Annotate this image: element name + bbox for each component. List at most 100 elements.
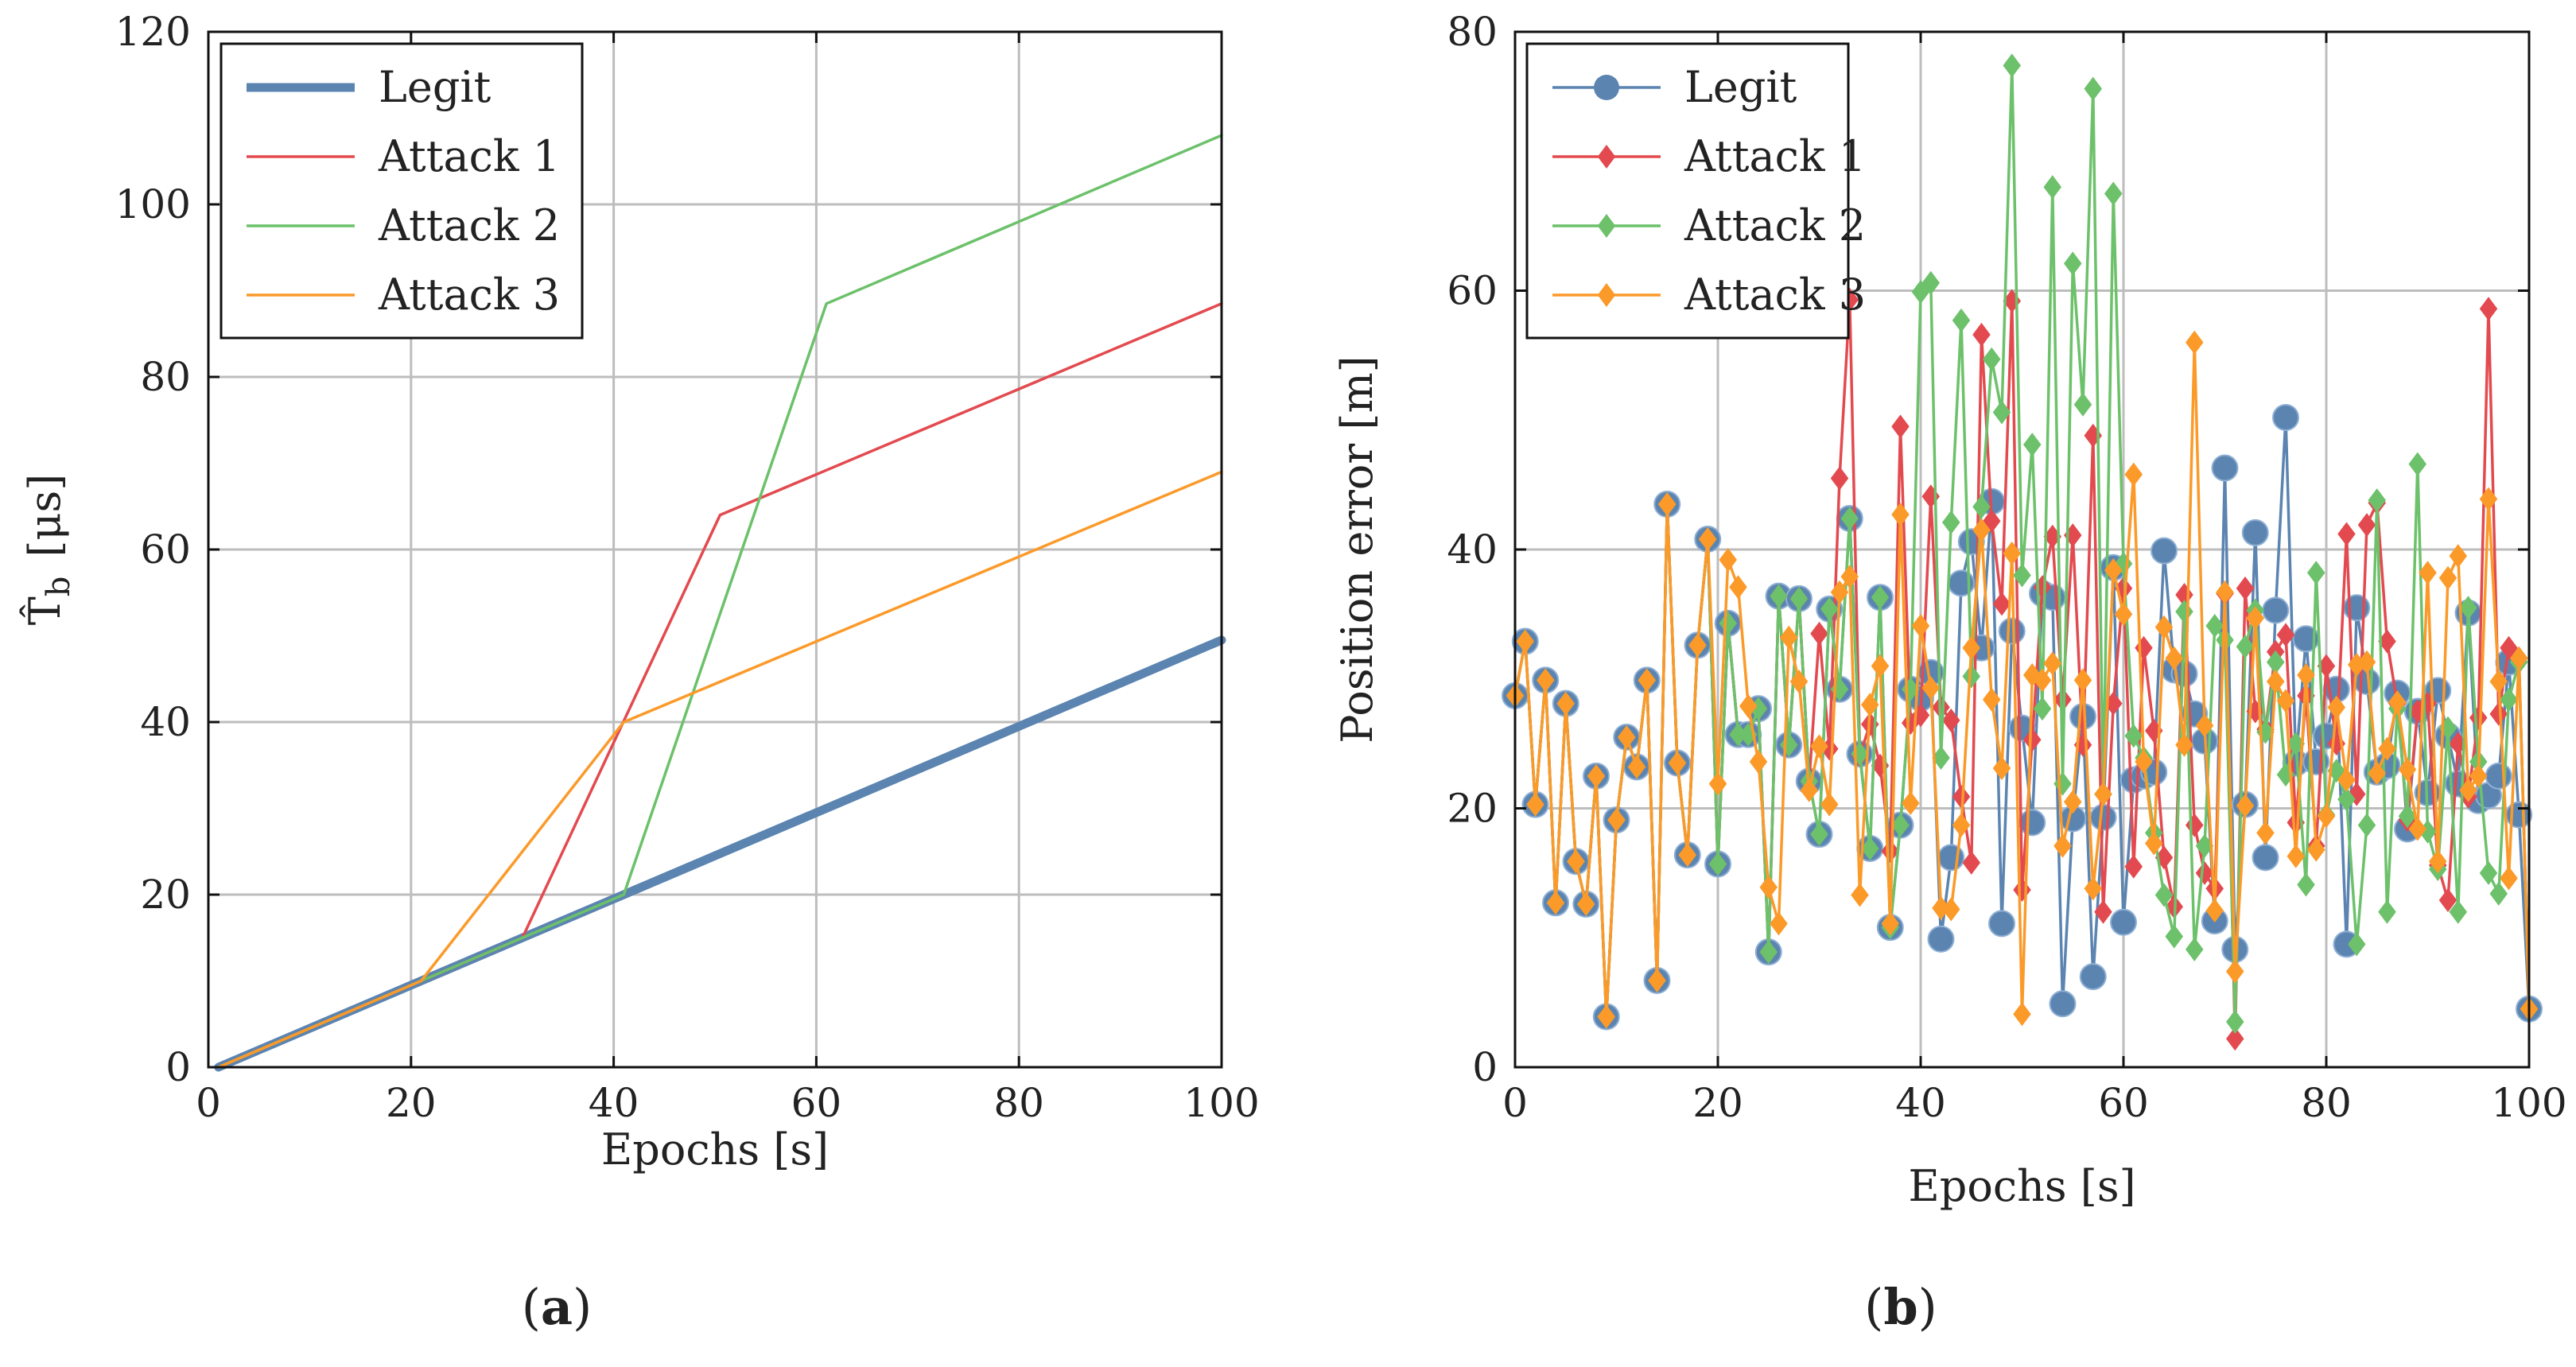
- panel-b-legit-point: [2252, 844, 2279, 872]
- panel-b-series-attack-1-line: [1513, 298, 2531, 1040]
- panel-b-attack-3-point: [1871, 654, 1890, 678]
- panel-b-x-tick-label: 0: [1502, 1080, 1528, 1126]
- panel-b-attack-3-point: [2469, 763, 2488, 788]
- panel-b-attack-3-point: [2408, 817, 2426, 841]
- panel-b-x-tick-label: 100: [2491, 1080, 2566, 1126]
- panel-b-attack-3-point: [1932, 895, 1950, 920]
- panel-b-attack-1-point: [1972, 322, 1991, 347]
- panel-b-attack-3-point: [1739, 693, 1758, 718]
- panel-b-attack-3-point: [1972, 518, 1991, 542]
- panel-b-y-tick-label: 60: [1447, 268, 1498, 314]
- panel-b-attack-3-point: [1983, 687, 2001, 712]
- panel-b-attack-2-point: [1861, 836, 1879, 860]
- panel-b-attack-3-point: [1800, 778, 1818, 802]
- panel-b-attack-3-point: [2084, 876, 2102, 901]
- panel-b-attack-2-point: [2357, 813, 2376, 837]
- panel-b-attack-2-point: [1810, 822, 1828, 847]
- panel-b-attack-2-point: [2348, 932, 2366, 957]
- panel-b-legit-point: [2485, 762, 2512, 790]
- panel-a-ticks: 0 20 40 60 80 100 0 20 40 60 80 100 120: [115, 9, 1260, 1126]
- panel-b-attack-3-point: [1708, 771, 1727, 796]
- panel-b-attack-2-point: [2175, 600, 2193, 624]
- panel-b-attack-3-point: [2368, 761, 2386, 786]
- panel-b-legend-attack-3-marker: [1597, 283, 1616, 307]
- panel-b-attack-3-point: [1526, 792, 1544, 817]
- panel-b-attack-2-point: [2368, 488, 2386, 513]
- panel-b-legend-attack-1-label: Attack 1: [1684, 131, 1866, 181]
- panel-b-attack-1-point: [2094, 899, 2112, 924]
- panel-b-attack-1-point: [2337, 522, 2356, 546]
- panel-b-attack-3-point: [2297, 662, 2315, 687]
- panel-a-series-attack-1-line: [216, 302, 1223, 1069]
- panel-b-x-tick-label: 80: [2301, 1080, 2352, 1126]
- panel-b-attack-3-point: [1962, 635, 1980, 660]
- panel-b-attack-2-point: [2073, 392, 2092, 417]
- panel-b-attack-1-point: [2276, 623, 2295, 647]
- panel-b-attack-3-point: [1921, 676, 1940, 701]
- panel-b-ticks: 0 20 40 60 80 100 0 20 40 60 80: [1447, 9, 2566, 1126]
- panel-b-legit-point: [1998, 617, 2026, 645]
- panel-b-attack-3-point: [2500, 866, 2518, 891]
- panel-b-attack-2-point: [1729, 722, 1747, 747]
- panel-a-legend-legit-label: Legit: [379, 62, 491, 112]
- panel-b-x-tick-label: 60: [2098, 1080, 2149, 1126]
- panel-b-attack-1-point: [1830, 466, 1849, 491]
- panel-a-x-tick-label: 100: [1183, 1080, 1259, 1126]
- panel-b-attack-2-point: [2449, 899, 2467, 924]
- panel-b-attack-3-point: [2357, 650, 2376, 674]
- panel-a-series: [214, 134, 1226, 1072]
- panel-b-attack-3-point: [2216, 580, 2234, 604]
- panel-b-series: [1502, 53, 2543, 1051]
- panel-b-attack-3-point: [1881, 911, 1899, 936]
- panel-b-attack-3-point: [1577, 891, 1595, 916]
- panel-b-attack-1-point: [2053, 687, 2072, 712]
- panel-b-attack-3-point: [2135, 749, 2153, 774]
- panel-b-legit-point: [2211, 454, 2239, 482]
- panel-b-x-tick-label: 20: [1692, 1080, 1743, 1126]
- panel-a-legend-attack-2-label: Attack 2: [378, 200, 560, 250]
- panel-b-attack-3-point: [1830, 580, 1849, 604]
- panel-b-attack-3-point: [2479, 487, 2498, 511]
- panel-b-attack-2-point: [1840, 506, 1859, 530]
- panel-b-attack-3-point: [2378, 736, 2396, 761]
- panel-b-attack-3-point: [1546, 891, 1565, 915]
- panel-b-chart: 0 20 40 60 80 100 0 20 40 60 80 Epochs [s] Positio…: [1332, 9, 2567, 1336]
- panel-a-grid: [208, 32, 1222, 1067]
- panel-b-attack-3-point: [1992, 756, 2011, 781]
- panel-b-attack-2-point: [2307, 561, 2325, 585]
- panel-b-attack-1-point: [1881, 839, 1899, 864]
- panel-b-attack-3-point: [1729, 575, 1747, 600]
- panel-b-attack-2-point: [1820, 596, 1839, 621]
- panel-a-legend-attack-1-label: Attack 1: [378, 131, 560, 181]
- panel-b-attack-1-point: [1962, 850, 1980, 875]
- panel-b-attack-2-point: [1972, 495, 1991, 519]
- panel-b-attack-3-point: [2246, 606, 2264, 631]
- panel-b-attack-3-point: [1861, 693, 1879, 717]
- panel-b-attack-2-point: [2205, 614, 2224, 639]
- panel-a-y-tick-label: 40: [140, 699, 191, 745]
- panel-b-attack-3-point: [1537, 668, 1555, 693]
- panel-b-attack-3-point: [2114, 602, 2133, 627]
- panel-b-y-tick-label: 80: [1447, 9, 1498, 55]
- panel-b-attack-2-point: [2479, 860, 2498, 885]
- panel-b-attack-3-point: [1840, 565, 1859, 589]
- panel-b-attack-2-point: [2165, 924, 2183, 949]
- panel-b-legit-point: [1937, 844, 1965, 872]
- panel-b-attack-3-point: [2327, 695, 2345, 720]
- panel-b-attack-3-point: [1770, 911, 1788, 936]
- panel-b-attack-1-point: [2489, 701, 2508, 726]
- panel-b-attack-2-point: [2398, 804, 2417, 829]
- panel-b-attack-1-point: [1921, 484, 1940, 509]
- panel-b-attack-2-point: [1759, 940, 1778, 965]
- panel-b-attack-3-point: [2429, 849, 2447, 874]
- panel-b-attack-2-point: [2023, 433, 2042, 457]
- panel-a-y-tick-label: 100: [115, 181, 191, 227]
- panel-b-attack-1-point: [2500, 635, 2518, 660]
- panel-b-x-tick-label: 40: [1895, 1080, 1946, 1126]
- panel-b-attack-3-point: [1759, 875, 1778, 899]
- panel-b-attack-2-point: [2104, 181, 2123, 206]
- panel-b-attack-3-point: [2510, 646, 2528, 670]
- panel-b-attack-2-point: [2033, 697, 2052, 721]
- panel-b-attack-1-point: [2378, 629, 2396, 654]
- panel-b-attack-2-point: [1983, 347, 2001, 371]
